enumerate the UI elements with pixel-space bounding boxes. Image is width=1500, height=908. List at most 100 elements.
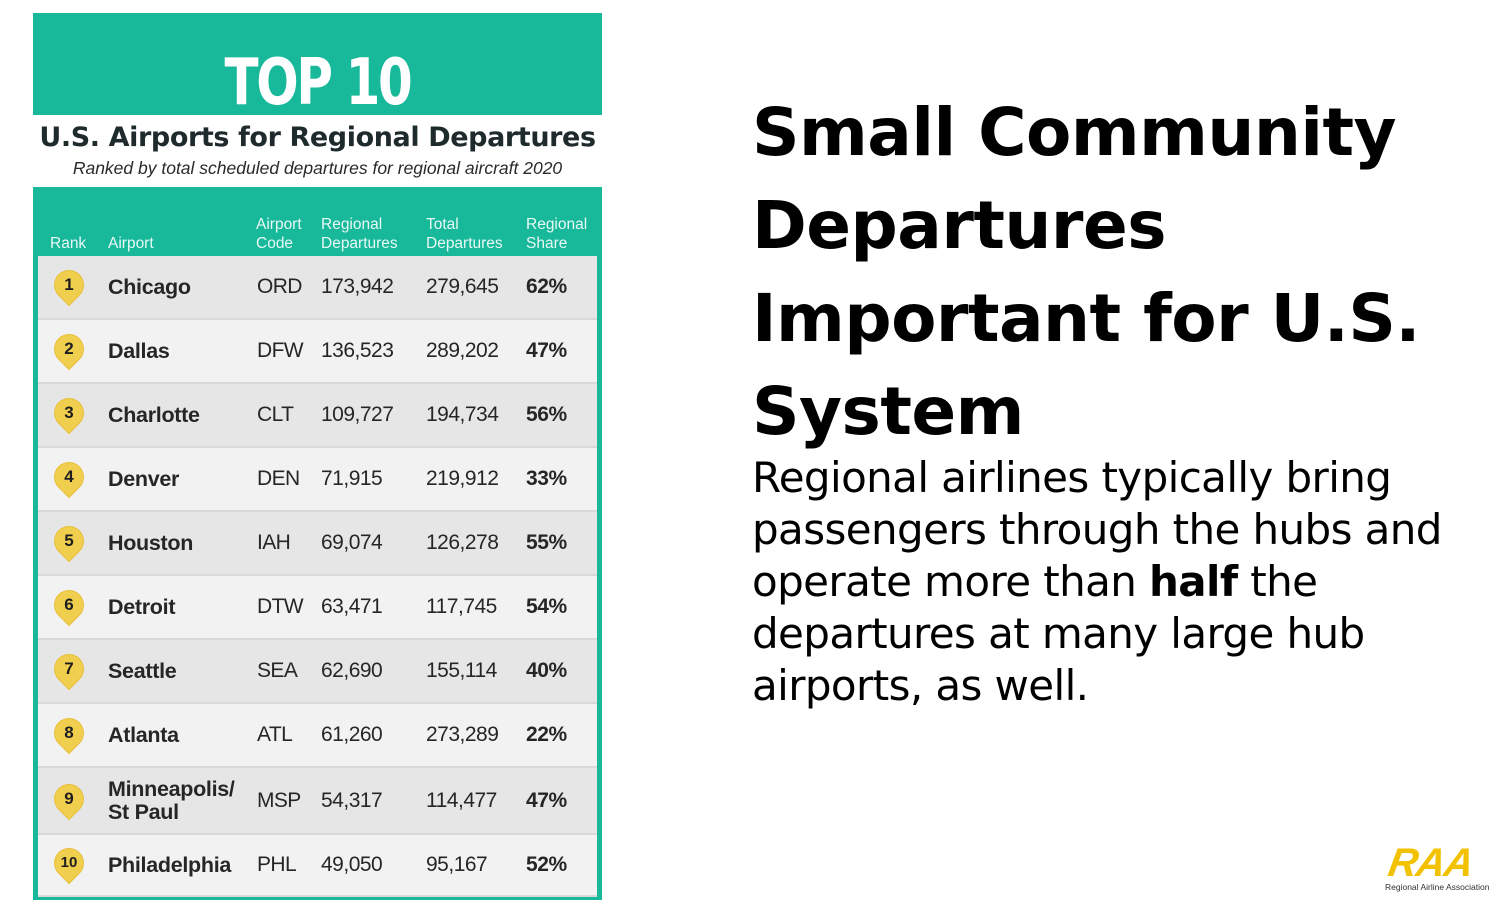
table-row: 3 Charlotte CLT 109,727 194,734 56% [38,384,597,448]
table-row: 9 Minneapolis/ St Paul MSP 54,317 114,477 47% [38,768,597,835]
header-rank: Rank [50,235,87,252]
regional-departures: 49,050 [321,853,383,876]
rank-marker-icon: 5 [49,521,89,561]
rank-number: 5 [64,531,74,550]
rank-marker-icon: 2 [49,329,89,369]
total-departures: 273,289 [426,723,499,746]
table-row: 2 Dallas DFW 136,523 289,202 47% [38,320,597,384]
rank-marker-icon: 9 [49,778,89,819]
table-row: 4 Denver DEN 71,915 219,912 33% [38,448,597,512]
header-share: Regional Share [526,216,588,252]
regional-share: 33% [526,467,567,490]
airport-name: Minneapolis/ St Paul [108,776,235,824]
table-header: Rank Airport Airport Code Regional Depar… [38,201,597,255]
logo-mark: RAA [1385,841,1477,885]
header-regional: Regional Departures [321,216,398,252]
body-bold: half [1149,557,1238,606]
rank-number: 4 [64,467,74,486]
raa-logo: RAA Regional Airline Association [1385,841,1490,894]
airport-code: ATL [257,723,293,746]
total-departures: 194,734 [426,403,499,426]
airport-name: Detroit [108,594,176,619]
airport-name: Charlotte [108,402,200,427]
table-row: 10 Philadelphia PHL 49,050 95,167 52% [38,835,597,897]
regional-share: 47% [526,788,567,812]
total-departures: 219,912 [426,467,499,490]
rank-marker-icon: 10 [49,843,89,883]
table-row: 8 Atlanta ATL 61,260 273,289 22% [38,704,597,768]
airport-name: Denver [108,466,180,491]
card-subtitle-box: U.S. Airports for Regional Departures Ra… [33,115,602,187]
total-departures: 126,278 [426,531,499,554]
regional-departures: 54,317 [321,788,383,812]
rank-number: 6 [64,595,74,614]
header-code: Airport Code [256,216,302,252]
table-row: 5 Houston IAH 69,074 126,278 55% [38,512,597,576]
regional-departures: 63,471 [321,595,383,618]
total-departures: 114,477 [426,788,497,812]
airport-name: Seattle [108,658,177,683]
header-total: Total Departures [426,216,503,252]
total-departures: 117,745 [426,595,497,618]
card-title: TOP 10 [224,46,413,120]
table-row: 6 Detroit DTW 63,471 117,745 54% [38,576,597,640]
regional-departures: 71,915 [321,467,383,490]
rank-number: 3 [64,403,74,422]
rank-marker-icon: 7 [49,649,89,689]
rank-marker-icon: 4 [49,457,89,497]
total-departures: 289,202 [426,339,499,362]
regional-share: 22% [526,723,567,746]
regional-departures: 173,942 [321,275,394,298]
regional-departures: 62,690 [321,659,383,682]
rank-number: 2 [64,339,74,358]
slide-body: Regional airlines typically bring passen… [752,452,1452,712]
logo-text: Regional Airline Association [1385,882,1490,892]
airport-code: DTW [257,595,304,618]
regional-share: 52% [526,853,567,876]
regional-share: 55% [526,531,567,554]
total-departures: 279,645 [426,275,499,298]
rank-marker-icon: 6 [49,585,89,625]
airport-code: PHL [257,853,297,876]
regional-share: 62% [526,275,567,298]
rank-number: 7 [64,659,74,678]
regional-share: 54% [526,595,567,618]
airport-code: SEA [257,659,298,682]
rank-number: 1 [64,275,74,294]
slide-headline: Small Community Departures Important for… [752,94,1420,450]
rank-number: 8 [64,723,74,742]
airport-name: Dallas [108,338,170,363]
regional-departures: 109,727 [321,403,394,426]
rank-number: 10 [60,854,78,871]
rank-marker-icon: 3 [49,393,89,433]
regional-departures: 69,074 [321,531,383,554]
rank-number: 9 [64,788,74,808]
airport-name: Chicago [108,274,191,299]
rank-marker-icon: 8 [49,713,89,753]
airport-code: DFW [257,339,304,362]
airport-name: Houston [108,530,194,555]
rank-marker-icon: 1 [49,265,89,305]
table-body: 1 Chicago ORD 173,942 279,645 62% 2 Dallas DFW 13… [38,256,597,897]
total-departures: 95,167 [426,853,488,876]
airport-name: Philadelphia [108,852,232,877]
airport-code: CLT [257,403,294,426]
regional-share: 47% [526,339,567,362]
regional-departures: 136,523 [321,339,394,362]
airport-code: DEN [257,467,300,490]
table-row: 7 Seattle SEA 62,690 155,114 40% [38,640,597,704]
card-subtitle: U.S. Airports for Regional Departures [39,122,596,153]
top10-infographic: TOP 10 U.S. Airports for Regional Depart… [33,13,602,900]
table-row: 1 Chicago ORD 173,942 279,645 62% [38,256,597,320]
airport-code: MSP [257,788,301,812]
airport-name: Atlanta [108,722,179,747]
body-text-1: Regional airlines typically bring passen… [752,453,1442,606]
airport-code: ORD [257,275,302,298]
regional-share: 40% [526,659,567,682]
body-text-2: the departures at many large hub airport… [752,557,1365,710]
regional-share: 56% [526,403,567,426]
card-subtitle-note: Ranked by total scheduled departures for… [72,158,563,178]
total-departures: 155,114 [426,659,497,682]
airport-code: IAH [257,531,291,554]
header-airport: Airport [108,235,154,252]
